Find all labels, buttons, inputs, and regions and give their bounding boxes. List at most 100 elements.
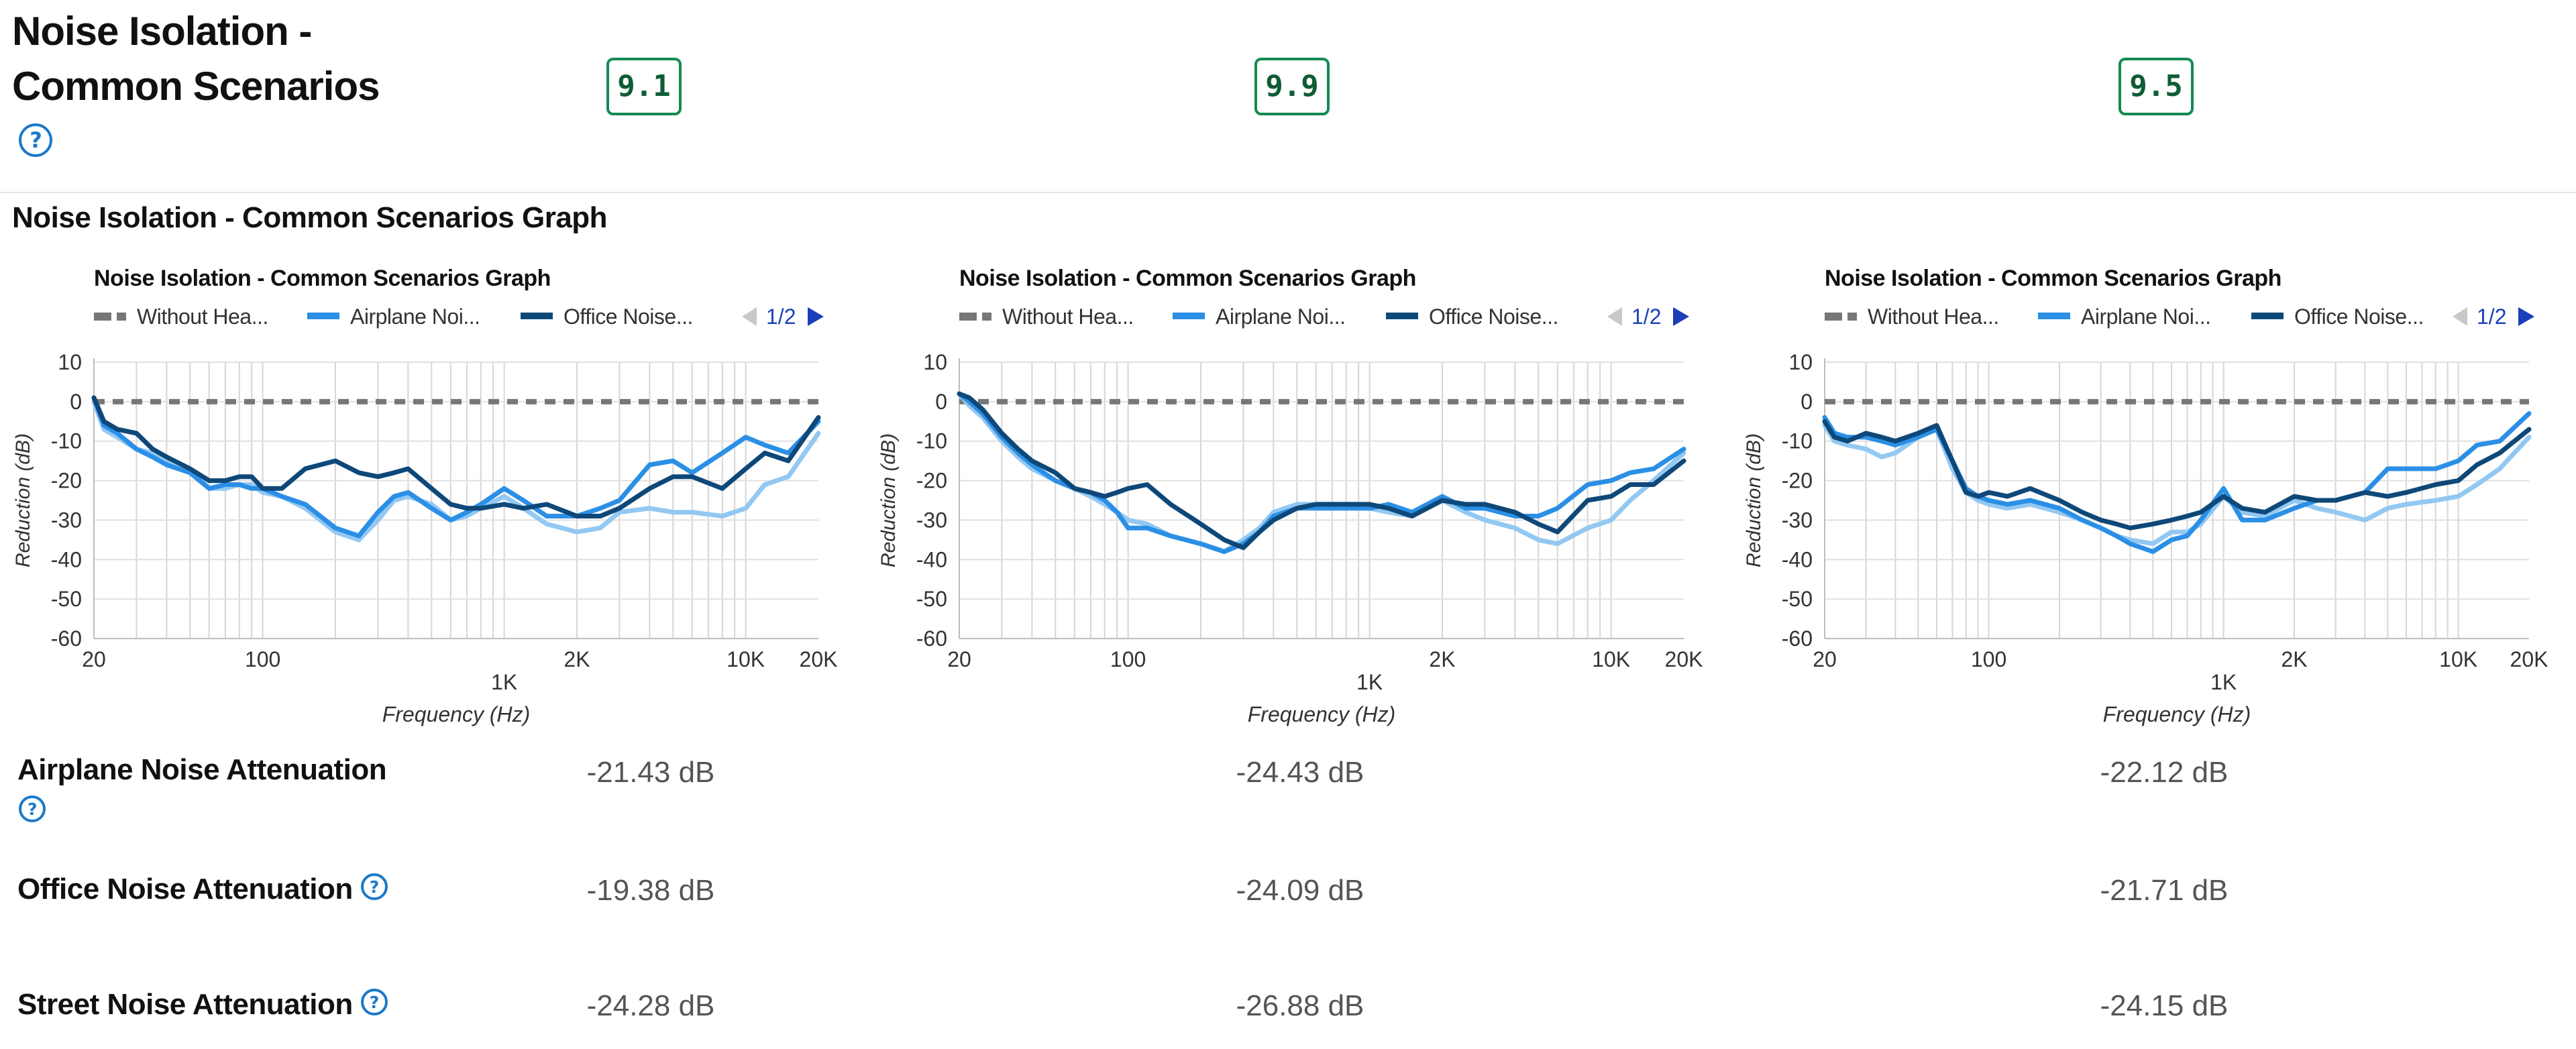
legend-swatch: [1847, 313, 1857, 321]
x-tick-label: 100: [245, 647, 280, 671]
series-line-airplane: [957, 391, 1686, 554]
legend-label: Airplane Noi...: [350, 305, 480, 329]
legend-swatch: [959, 313, 977, 321]
x-axis-title: Frequency (Hz): [2103, 702, 2251, 726]
x-tick-label: 20K: [1665, 647, 1703, 671]
y-tick-label: 0: [935, 390, 947, 414]
metric-label-text: Airplane Noise Attenuation: [17, 753, 387, 786]
legend-swatch: [307, 313, 339, 319]
x-tick-label: 100: [1110, 647, 1146, 671]
y-tick-label: -10: [1782, 429, 1813, 453]
metric-value: -24.43 dB: [1236, 756, 1364, 789]
legend-swatch: [982, 313, 991, 321]
score-badge-1: 9.1: [606, 58, 682, 115]
legend-page: 1/2: [1631, 305, 1661, 329]
x-tick-label: 2K: [1429, 647, 1455, 671]
metric-value: -21.43 dB: [586, 756, 715, 789]
y-axis-title: Reduction (dB): [1743, 433, 1765, 567]
graph-heading: Noise Isolation - Common Scenarios Graph: [12, 201, 608, 234]
x-tick-label: 20: [1813, 647, 1837, 671]
metric-label-office: Office Noise Attenuation?: [17, 871, 554, 908]
legend-label: Office Noise...: [564, 305, 693, 329]
metric-value: -22.12 dB: [2100, 756, 2229, 789]
help-icon[interactable]: ?: [19, 795, 46, 823]
x-tick-label: 1K: [2210, 670, 2237, 694]
legend-swatch: [117, 313, 126, 321]
metric-label-street: Street Noise Attenuation?: [17, 986, 554, 1024]
y-tick-label: -30: [1782, 508, 1813, 532]
y-tick-label: -30: [51, 508, 82, 532]
legend-swatch: [1825, 313, 1842, 321]
legend-prev-icon: [1607, 307, 1622, 326]
series-line-office: [91, 395, 821, 518]
legend-next-icon: [808, 307, 824, 326]
series-line-street: [1822, 423, 2532, 547]
x-tick-label: 2K: [2281, 647, 2307, 671]
legend-item: Airplane Noi...: [2038, 305, 2211, 329]
y-tick-label: -50: [51, 587, 82, 611]
legend-swatch: [521, 313, 553, 319]
legend-item: Airplane Noi...: [1173, 305, 1346, 329]
legend-swatch: [2038, 313, 2070, 319]
y-tick-label: 10: [923, 350, 947, 374]
legend-page: 1/2: [2477, 305, 2506, 329]
y-tick-label: -50: [916, 587, 947, 611]
y-tick-label: 0: [1801, 390, 1813, 414]
legend-label: Without Hea...: [1002, 305, 1134, 329]
y-axis-title: Reduction (dB): [12, 433, 34, 567]
help-icon[interactable]: ?: [360, 989, 388, 1016]
legend-swatch: [2251, 313, 2284, 319]
x-tick-label: 1K: [1356, 670, 1383, 694]
x-tick-label: 1K: [491, 670, 517, 694]
metric-value: -24.09 dB: [1236, 874, 1364, 907]
series-line-office: [1822, 419, 2532, 531]
y-tick-label: -30: [916, 508, 947, 532]
chart-title: Noise Isolation - Common Scenarios Graph: [1825, 266, 2282, 291]
x-tick-label: 20: [82, 647, 106, 671]
metric-value: -24.15 dB: [2100, 989, 2229, 1022]
y-tick-label: -10: [51, 429, 82, 453]
y-tick-label: -60: [51, 626, 82, 651]
legend-label: Office Noise...: [2294, 305, 2424, 329]
legend-swatch: [1173, 313, 1205, 319]
legend-item: Without Hea...: [959, 305, 1134, 329]
metric-label-text: Street Noise Attenuation: [17, 988, 353, 1021]
section-divider: [0, 192, 2576, 193]
legend-label: Office Noise...: [1429, 305, 1558, 329]
legend-page: 1/2: [766, 305, 796, 329]
x-axis-title: Frequency (Hz): [1248, 702, 1396, 726]
y-tick-label: -60: [1782, 626, 1813, 651]
score-badge-2: 9.9: [1254, 58, 1330, 115]
y-tick-label: -40: [916, 547, 947, 571]
legend-swatch: [1386, 313, 1418, 319]
x-tick-label: 100: [1971, 647, 2006, 671]
legend-item: Without Hea...: [94, 305, 268, 329]
legend-item: Office Noise...: [521, 305, 693, 329]
chart-title: Noise Isolation - Common Scenarios Graph: [94, 266, 551, 291]
metric-label-airplane: Airplane Noise Attenuation?: [17, 751, 487, 826]
legend-label: Without Hea...: [1868, 305, 1999, 329]
series-line-office: [957, 391, 1686, 551]
chart-title: Noise Isolation - Common Scenarios Graph: [959, 266, 1416, 291]
help-icon[interactable]: ?: [360, 873, 388, 901]
y-tick-label: -50: [1782, 587, 1813, 611]
chart-3: Noise Isolation - Common Scenarios Graph…: [1743, 266, 2548, 726]
x-tick-label: 2K: [564, 647, 590, 671]
y-tick-label: -10: [916, 429, 947, 453]
chart-2: Noise Isolation - Common Scenarios Graph…: [877, 266, 1703, 726]
series-line-airplane: [91, 395, 821, 539]
legend-prev-icon: [742, 307, 757, 326]
y-tick-label: -20: [916, 469, 947, 493]
metric-value: -26.88 dB: [1236, 989, 1364, 1022]
x-axis-title: Frequency (Hz): [382, 702, 531, 726]
y-axis-title: Reduction (dB): [877, 433, 900, 567]
legend-next-icon: [2518, 307, 2534, 326]
x-tick-label: 20K: [800, 647, 838, 671]
y-tick-label: -40: [1782, 547, 1813, 571]
legend-swatch: [94, 313, 111, 321]
legend-label: Airplane Noi...: [1216, 305, 1345, 329]
help-icon[interactable]: ?: [19, 123, 52, 158]
section-title-text: Noise Isolation - Common Scenarios: [12, 9, 380, 109]
legend-item: Airplane Noi...: [307, 305, 480, 329]
legend-item: Office Noise...: [2251, 305, 2424, 329]
